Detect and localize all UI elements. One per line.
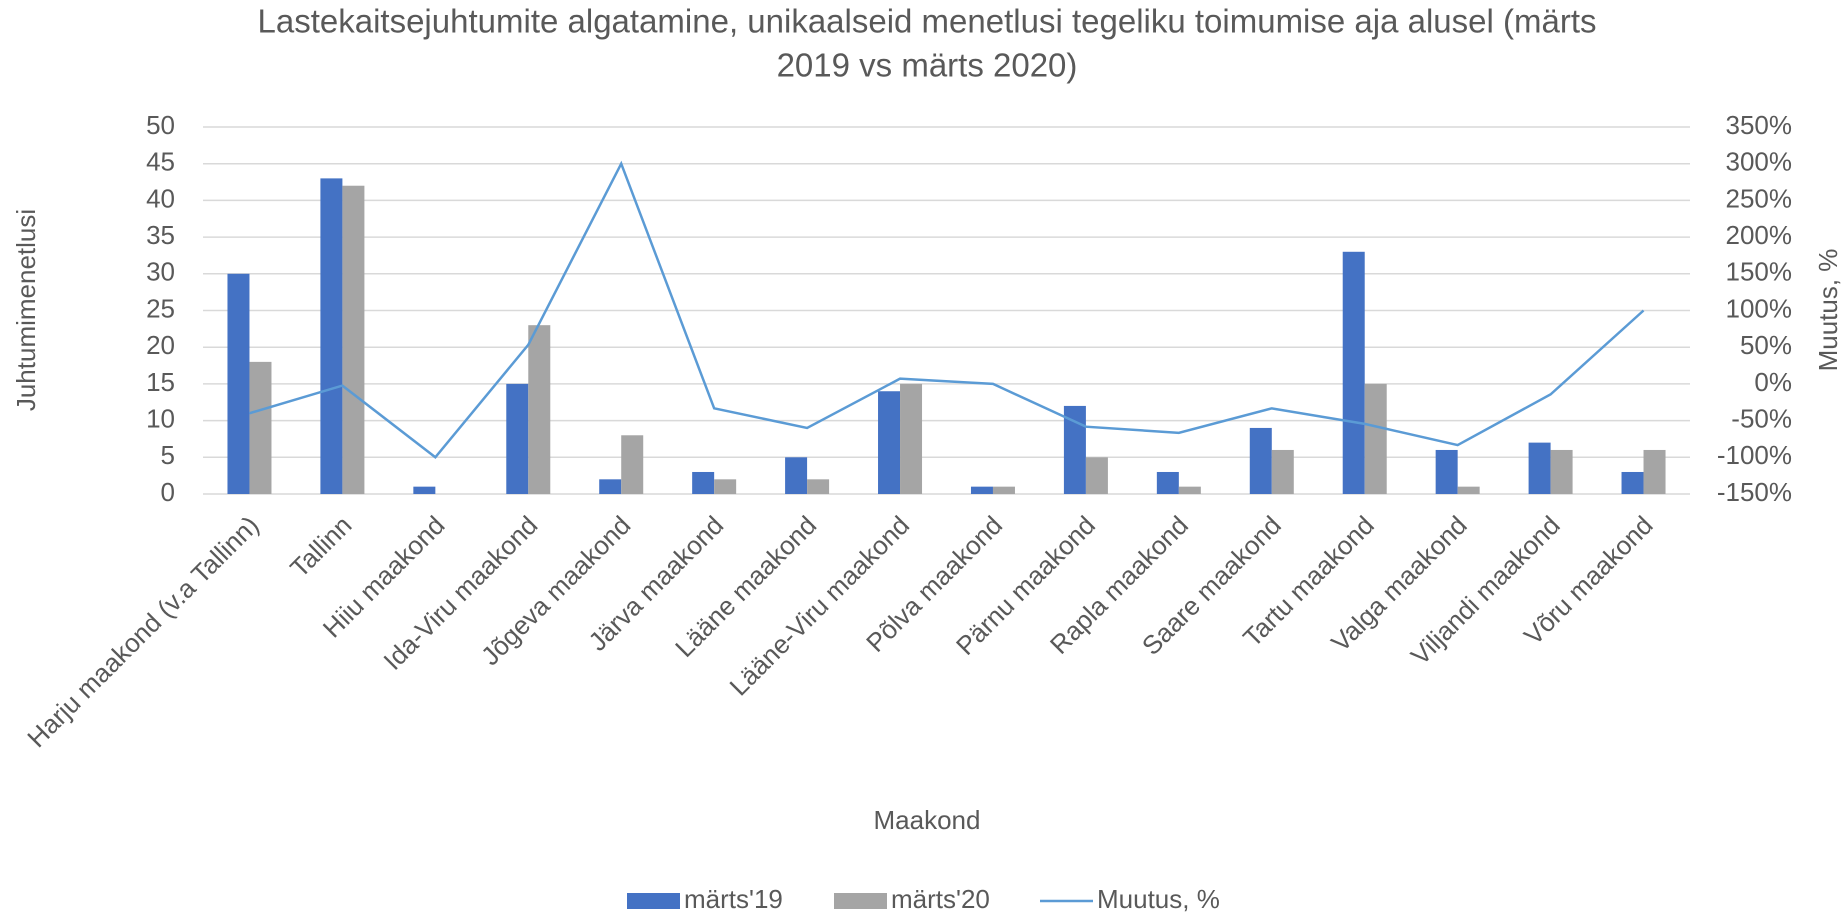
y-tick-label: 30 xyxy=(146,257,175,287)
bar xyxy=(249,361,272,494)
bar xyxy=(342,185,365,494)
bar xyxy=(528,325,551,494)
y-tick-label: 45 xyxy=(146,147,175,177)
bar xyxy=(227,273,250,494)
bar xyxy=(992,486,1015,494)
legend-label: märts'20 xyxy=(891,884,990,914)
bar xyxy=(1178,486,1201,494)
x-axis-title: Maakond xyxy=(874,805,981,835)
y2-tick-label: 0% xyxy=(1754,367,1792,397)
y2-tick-label: 150% xyxy=(1726,257,1793,287)
bar xyxy=(1085,457,1108,494)
bar xyxy=(1271,449,1294,494)
bar xyxy=(807,479,830,494)
legend-swatch xyxy=(627,893,680,909)
x-tick-label: Ida-Viru maakond xyxy=(377,510,543,676)
legend-label: märts'19 xyxy=(684,884,783,914)
y2-axis-title: Muutus, % xyxy=(1813,249,1843,372)
y2-tick-label: -50% xyxy=(1731,403,1792,433)
y2-tick-label: -100% xyxy=(1717,440,1792,470)
bar xyxy=(1528,442,1551,494)
y2-tick-label: 50% xyxy=(1740,330,1792,360)
y2-tick-label: 200% xyxy=(1726,220,1793,250)
bar xyxy=(878,391,901,494)
y-tick-label: 25 xyxy=(146,293,175,323)
legend-label: Muutus, % xyxy=(1097,884,1220,914)
bar xyxy=(599,479,622,494)
legend-swatch xyxy=(834,893,887,909)
y2-tick-label: -150% xyxy=(1717,477,1792,507)
y-tick-label: 0 xyxy=(161,477,175,507)
chart-title: Lastekaitsejuhtumite algatamine, unikaal… xyxy=(258,3,1597,40)
bar xyxy=(785,457,808,494)
chart-title: 2019 vs märts 2020) xyxy=(777,47,1078,84)
y2-tick-label: 350% xyxy=(1726,110,1793,140)
bar xyxy=(1457,486,1480,494)
y-tick-label: 20 xyxy=(146,330,175,360)
bar xyxy=(413,486,436,494)
x-tick-label: Lääne-Viru maakond xyxy=(724,510,916,702)
y2-tick-label: 100% xyxy=(1726,293,1793,323)
y-tick-label: 35 xyxy=(146,220,175,250)
y-tick-label: 15 xyxy=(146,367,175,397)
bar xyxy=(714,479,737,494)
bar xyxy=(692,471,715,494)
bar xyxy=(900,383,923,494)
y2-tick-label: 300% xyxy=(1726,147,1793,177)
y-tick-label: 5 xyxy=(161,440,175,470)
line xyxy=(249,160,1645,460)
y-tick-label: 10 xyxy=(146,403,175,433)
bar xyxy=(1156,471,1179,494)
bar xyxy=(1063,405,1086,494)
bar xyxy=(1643,449,1666,494)
bar xyxy=(1435,449,1458,494)
x-tick-label: Harju maakond (v.a Tallinn) xyxy=(21,510,264,753)
y-tick-label: 40 xyxy=(146,183,175,213)
x-tick-label: Tallinn xyxy=(284,510,357,583)
y-tick-label: 50 xyxy=(146,110,175,140)
bar xyxy=(320,178,343,494)
y-axis-title: Juhtumimenetlusi xyxy=(11,209,41,411)
bar xyxy=(1342,251,1365,494)
y2-tick-label: 250% xyxy=(1726,183,1793,213)
bar xyxy=(506,383,529,494)
bar xyxy=(1364,383,1387,494)
bar xyxy=(621,435,644,494)
bar xyxy=(1621,471,1644,494)
bar xyxy=(1550,449,1573,494)
bar xyxy=(1249,427,1272,494)
bar xyxy=(970,486,993,494)
